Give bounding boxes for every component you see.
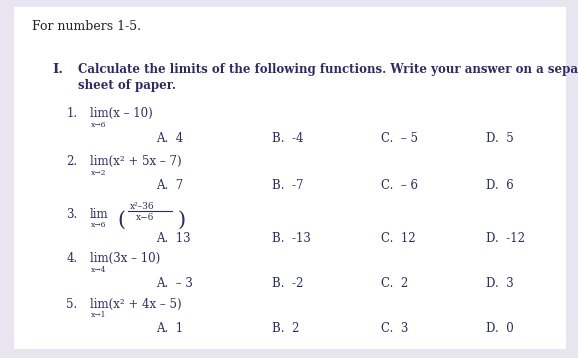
Text: ): )	[177, 211, 186, 229]
Text: B.  -13: B. -13	[272, 232, 310, 245]
Text: D.  3: D. 3	[486, 277, 513, 290]
Text: B.  -7: B. -7	[272, 179, 303, 192]
Text: sheet of paper.: sheet of paper.	[78, 79, 176, 92]
Text: A.  4: A. 4	[156, 132, 183, 145]
Text: x→1: x→1	[91, 311, 107, 319]
Text: D.  0: D. 0	[486, 322, 513, 335]
Text: x→4: x→4	[91, 266, 107, 274]
Text: B.  -4: B. -4	[272, 132, 303, 145]
Text: 4.: 4.	[66, 252, 77, 265]
Text: x−6: x−6	[136, 213, 154, 222]
Text: 1.: 1.	[66, 107, 77, 120]
Text: B.  2: B. 2	[272, 322, 299, 335]
Text: Calculate the limits of the following functions. Write your answer on a separate: Calculate the limits of the following fu…	[78, 63, 578, 76]
Text: C.  – 6: C. – 6	[381, 179, 418, 192]
Text: B.  -2: B. -2	[272, 277, 303, 290]
Text: x→2: x→2	[91, 169, 107, 176]
Text: lim(x² + 5x – 7): lim(x² + 5x – 7)	[90, 155, 181, 168]
Text: lim(x² + 4x – 5): lim(x² + 4x – 5)	[90, 298, 181, 311]
Text: D.  5: D. 5	[486, 132, 513, 145]
Text: D.  6: D. 6	[486, 179, 513, 192]
Text: x→6: x→6	[91, 221, 107, 229]
Text: A.  13: A. 13	[156, 232, 191, 245]
Text: x²–36: x²–36	[130, 202, 155, 211]
Text: I.: I.	[52, 63, 63, 76]
Text: lim: lim	[90, 208, 108, 221]
Text: 2.: 2.	[66, 155, 77, 168]
Text: A.  7: A. 7	[156, 179, 183, 192]
Text: A.  – 3: A. – 3	[156, 277, 193, 290]
Text: C.  3: C. 3	[381, 322, 409, 335]
Text: For numbers 1-5.: For numbers 1-5.	[32, 20, 141, 33]
Text: x→6: x→6	[91, 121, 107, 129]
Text: 3.: 3.	[66, 208, 77, 221]
Text: D.  -12: D. -12	[486, 232, 524, 245]
Text: 5.: 5.	[66, 298, 77, 311]
Text: A.  1: A. 1	[156, 322, 183, 335]
Text: C.  2: C. 2	[381, 277, 409, 290]
Text: lim(x – 10): lim(x – 10)	[90, 107, 153, 120]
Text: C.  – 5: C. – 5	[381, 132, 418, 145]
Text: C.  12: C. 12	[381, 232, 416, 245]
Text: (: (	[117, 211, 125, 229]
Text: lim(3x – 10): lim(3x – 10)	[90, 252, 160, 265]
